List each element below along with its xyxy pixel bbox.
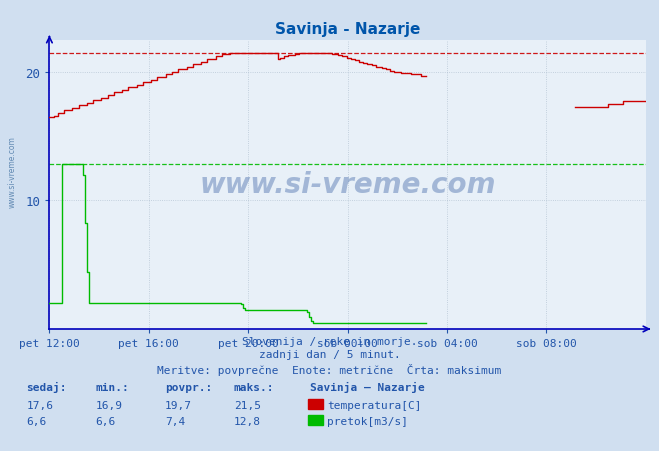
Text: maks.:: maks.: xyxy=(234,382,274,392)
Text: povpr.:: povpr.: xyxy=(165,382,212,392)
Text: pretok[m3/s]: pretok[m3/s] xyxy=(327,416,408,426)
Text: Meritve: povprečne  Enote: metrične  Črta: maksimum: Meritve: povprečne Enote: metrične Črta:… xyxy=(158,363,501,375)
Text: 6,6: 6,6 xyxy=(96,416,116,426)
Text: Savinja – Nazarje: Savinja – Nazarje xyxy=(310,381,424,392)
Text: 17,6: 17,6 xyxy=(26,400,53,410)
Text: 16,9: 16,9 xyxy=(96,400,123,410)
Text: temperatura[C]: temperatura[C] xyxy=(327,400,421,410)
Text: www.si-vreme.com: www.si-vreme.com xyxy=(200,171,496,199)
Text: www.si-vreme.com: www.si-vreme.com xyxy=(8,135,17,207)
Text: sedaj:: sedaj: xyxy=(26,381,67,392)
Text: zadnji dan / 5 minut.: zadnji dan / 5 minut. xyxy=(258,350,401,359)
Text: 19,7: 19,7 xyxy=(165,400,192,410)
Text: min.:: min.: xyxy=(96,382,129,392)
Text: 6,6: 6,6 xyxy=(26,416,47,426)
Text: 7,4: 7,4 xyxy=(165,416,185,426)
Text: 12,8: 12,8 xyxy=(234,416,261,426)
Title: Savinja - Nazarje: Savinja - Nazarje xyxy=(275,22,420,37)
Text: 21,5: 21,5 xyxy=(234,400,261,410)
Text: Slovenija / reke in morje.: Slovenija / reke in morje. xyxy=(242,336,417,346)
